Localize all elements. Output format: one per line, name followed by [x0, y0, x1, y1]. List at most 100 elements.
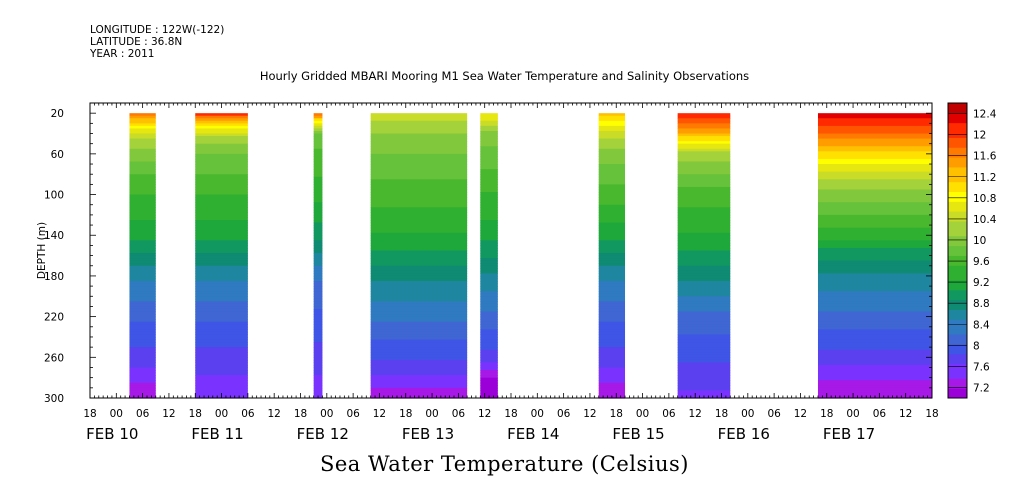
heatmap-cell	[677, 164, 731, 168]
colorbar-band	[948, 245, 967, 251]
heatmap-cell	[677, 372, 731, 376]
heatmap-cell	[195, 314, 248, 318]
heatmap-cell	[370, 207, 468, 211]
heatmap-cell	[480, 118, 498, 122]
heatmap-cell	[313, 151, 323, 155]
heatmap-cell	[370, 197, 468, 201]
heatmap-cell	[677, 217, 731, 221]
colorbar-band	[948, 186, 967, 192]
heatmap-cell	[480, 161, 498, 165]
data-segment	[195, 113, 248, 399]
heatmap-cell	[677, 342, 731, 346]
heatmap-cell	[129, 143, 156, 147]
heatmap-cell	[195, 275, 248, 280]
heatmap-cell	[129, 308, 156, 313]
heatmap-cell	[817, 390, 932, 394]
heatmap-cell	[370, 184, 468, 188]
heatmap-cell	[598, 174, 626, 178]
heatmap-cell	[370, 235, 468, 239]
heatmap-cell	[313, 194, 323, 198]
heatmap-cell	[598, 296, 626, 300]
heatmap-cell	[817, 364, 932, 369]
heatmap-cell	[195, 347, 248, 351]
x-date-label: FEB 10	[86, 425, 138, 443]
heatmap-cell	[598, 291, 626, 295]
heatmap-cell	[817, 250, 932, 254]
heatmap-cell	[677, 303, 731, 308]
heatmap-cell	[817, 377, 932, 381]
heatmap-cell	[195, 158, 248, 163]
colorbar-band	[948, 196, 967, 202]
heatmap-cell	[817, 136, 932, 140]
heatmap-cell	[817, 222, 932, 226]
heatmap-cell	[677, 250, 731, 254]
heatmap-cell	[598, 133, 626, 137]
heatmap-cell	[129, 199, 156, 203]
colorbar-band	[948, 393, 967, 399]
heatmap-cell	[129, 372, 156, 376]
heatmap-cell	[598, 130, 626, 135]
heatmap-cell	[129, 181, 156, 185]
heatmap-cell	[677, 118, 731, 122]
heatmap-cell	[195, 281, 248, 285]
colorbar-band	[948, 176, 967, 183]
heatmap-cell	[370, 321, 468, 325]
heatmap-cell	[129, 148, 156, 152]
heatmap-cell	[817, 349, 932, 353]
colorbar-band	[948, 255, 967, 261]
heatmap-cell	[817, 189, 932, 193]
heatmap-cell	[677, 245, 731, 249]
heatmap-cell	[598, 314, 626, 318]
heatmap-cell	[313, 133, 323, 137]
heatmap-cell	[677, 232, 731, 236]
heatmap-cell	[313, 329, 323, 333]
heatmap-cell	[480, 275, 498, 280]
heatmap-cell	[195, 194, 248, 198]
heatmap-cell	[480, 357, 498, 361]
heatmap-cell	[677, 235, 731, 239]
x-hour-tick-label: 00	[110, 408, 123, 420]
heatmap-cell	[598, 334, 626, 338]
heatmap-cell	[480, 278, 498, 282]
heatmap-cell	[195, 164, 248, 168]
heatmap-cell	[480, 336, 498, 341]
heatmap-cell	[677, 156, 731, 160]
heatmap-cell	[817, 291, 932, 295]
heatmap-cell	[817, 268, 932, 272]
heatmap-cell	[370, 298, 468, 302]
heatmap-cell	[370, 192, 468, 196]
heatmap-cell	[598, 273, 626, 277]
heatmap-cell	[195, 260, 248, 264]
heatmap-cell	[370, 364, 468, 369]
heatmap-cell	[370, 342, 468, 346]
heatmap-cell	[129, 349, 156, 353]
heatmap-cell	[480, 141, 498, 145]
heatmap-cell	[677, 385, 731, 389]
heatmap-cell	[129, 120, 156, 124]
heatmap-cell	[195, 212, 248, 216]
heatmap-cell	[480, 194, 498, 198]
heatmap-cell	[313, 143, 323, 147]
heatmap-cell	[370, 301, 468, 305]
heatmap-cell	[598, 278, 626, 282]
heatmap-cell	[480, 166, 498, 170]
heatmap-cell	[677, 326, 731, 330]
heatmap-cell	[129, 123, 156, 127]
heatmap-cell	[195, 291, 248, 295]
heatmap-cell	[598, 339, 626, 343]
heatmap-cell	[598, 120, 626, 124]
heatmap-cell	[195, 143, 248, 147]
heatmap-cell	[480, 385, 498, 389]
heatmap-cell	[370, 174, 468, 178]
heatmap-cell	[817, 342, 932, 346]
heatmap-cell	[313, 128, 323, 132]
heatmap-cell	[195, 324, 248, 328]
heatmap-cell	[129, 189, 156, 193]
heatmap-cell	[480, 158, 498, 163]
heatmap-cell	[129, 296, 156, 300]
heatmap-cell	[598, 232, 626, 236]
heatmap-cell	[313, 321, 323, 325]
heatmap-cell	[313, 242, 323, 247]
heatmap-cell	[129, 390, 156, 394]
heatmap-cell	[129, 281, 156, 285]
